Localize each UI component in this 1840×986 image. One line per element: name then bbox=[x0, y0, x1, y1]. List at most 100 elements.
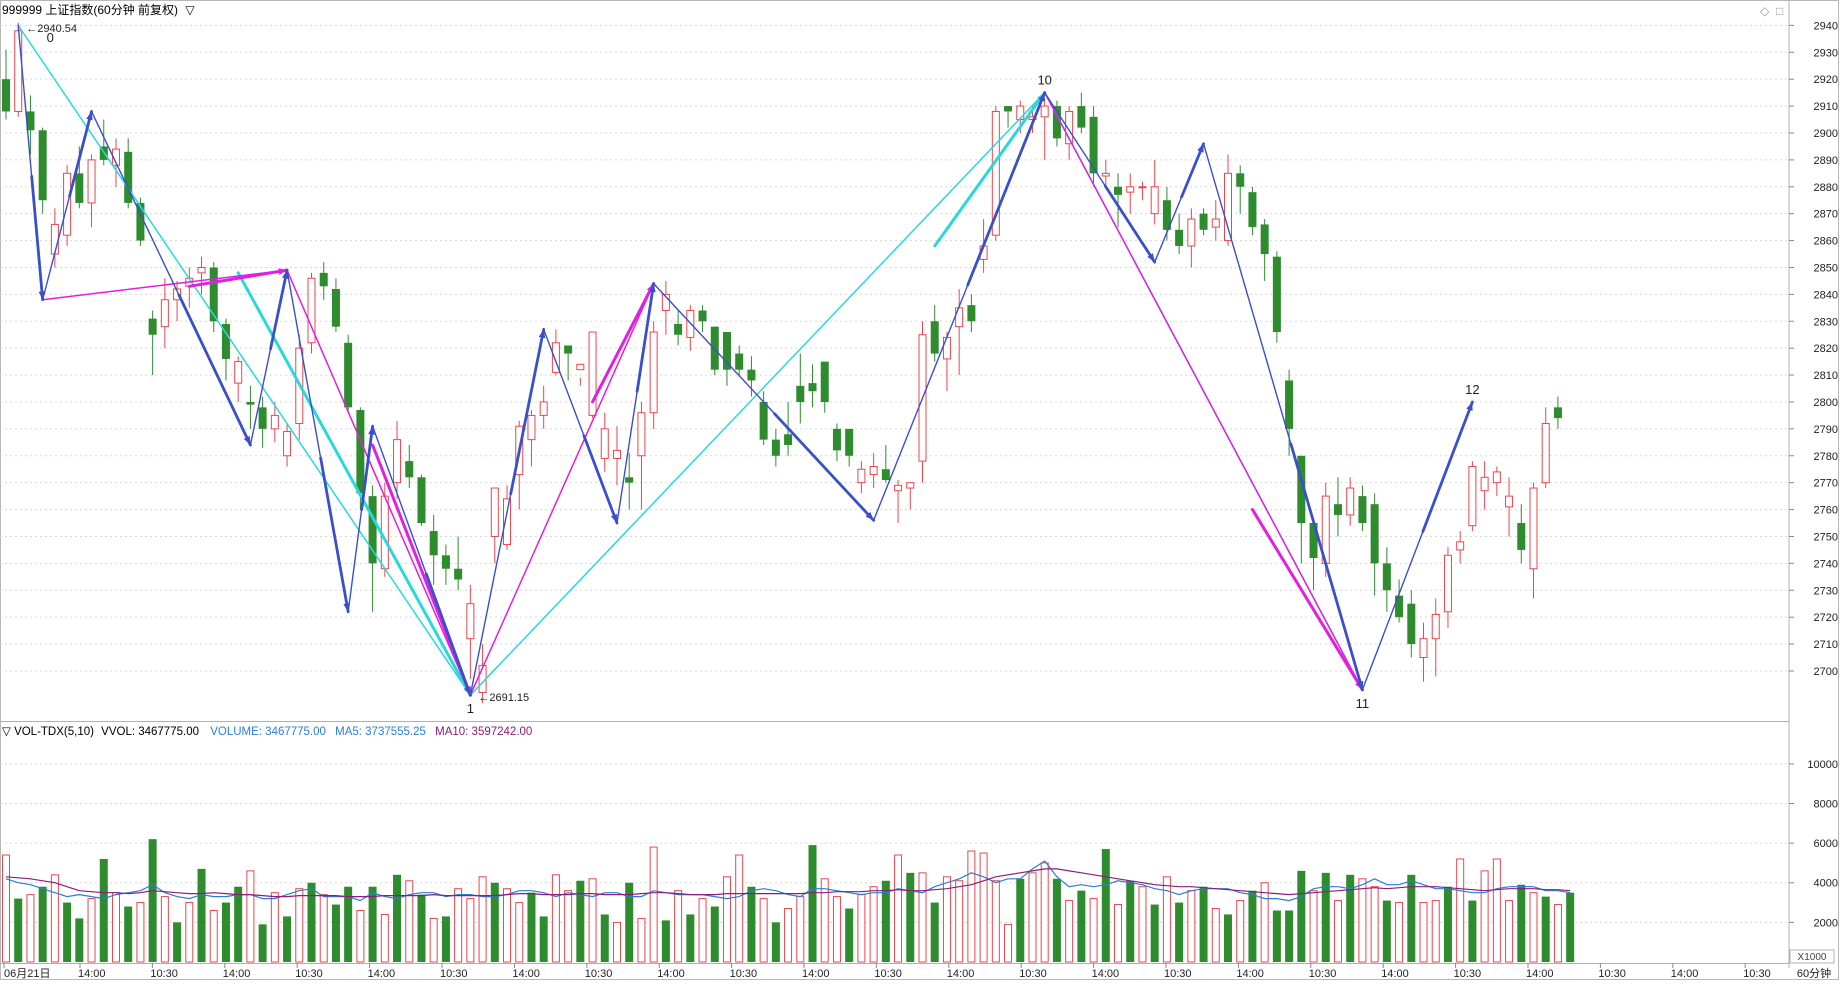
wave-segment bbox=[360, 424, 375, 512]
candle-up bbox=[1492, 466, 1501, 497]
volume-tick-label: 8000 bbox=[1814, 798, 1838, 810]
candle-down bbox=[808, 364, 817, 408]
vvol-value: VVOL: 3467775.00 bbox=[101, 726, 199, 738]
volume-bar-down bbox=[1297, 870, 1306, 962]
wave-segment bbox=[591, 282, 656, 404]
volume-bar-up bbox=[1260, 882, 1269, 963]
candle-body bbox=[1382, 563, 1391, 591]
candle-down bbox=[771, 428, 780, 467]
volume-bar-down bbox=[221, 902, 230, 962]
time-tick-label: 10:30 bbox=[440, 968, 468, 980]
price-axis: 2700 2710 2720 2730 2740 2750 2760 2770 2780 2790… bbox=[1789, 20, 1838, 678]
volume-bar-up bbox=[1431, 900, 1440, 963]
candle-up bbox=[503, 485, 512, 550]
volume-header[interactable]: ▽ VOL-TDX(5,10) VVOL: 3467775.00 VOLUME:… bbox=[2, 726, 532, 738]
candle-down bbox=[26, 95, 35, 155]
price-tick-label: 2890 bbox=[1814, 155, 1838, 167]
volume-bar-up bbox=[1089, 898, 1098, 963]
price-tick-label: 2930 bbox=[1814, 47, 1838, 59]
price-grid bbox=[0, 24, 1789, 672]
wave-segment bbox=[177, 293, 252, 447]
candle-down bbox=[1309, 520, 1318, 591]
candle-down bbox=[429, 514, 438, 585]
time-tick-label: 14:00 bbox=[368, 968, 396, 980]
candle-body bbox=[832, 428, 841, 451]
wave-arrowhead bbox=[1466, 401, 1473, 411]
volume-bar-down bbox=[1126, 880, 1135, 962]
chart-title[interactable]: 999999 上证指数(60分钟 前复权) ▽ bbox=[2, 2, 195, 17]
volume-axis: 2000 4000 6000 8000 10000 bbox=[1789, 759, 1838, 929]
candle-up bbox=[857, 461, 866, 494]
candle-body bbox=[1016, 105, 1025, 121]
candle-body bbox=[1419, 638, 1428, 659]
candle-body bbox=[87, 159, 96, 204]
price-tick-label: 2800 bbox=[1814, 397, 1838, 409]
volume-bar-down bbox=[1541, 896, 1550, 962]
wave-segment bbox=[424, 572, 472, 697]
volume-bar-up bbox=[564, 890, 573, 963]
candle-up bbox=[234, 356, 243, 402]
volume-bar-up bbox=[1370, 886, 1379, 963]
candle-body bbox=[1468, 466, 1477, 527]
candle-up bbox=[1468, 461, 1477, 532]
time-tick-label: 14:00 bbox=[1526, 968, 1554, 980]
candle-body bbox=[454, 568, 463, 580]
candle-body bbox=[1333, 504, 1342, 515]
volume-bar-down bbox=[1285, 910, 1294, 962]
wave-segment bbox=[41, 269, 288, 301]
candle-up bbox=[942, 332, 951, 392]
wave-segment bbox=[635, 282, 656, 393]
time-tick-label: 14:00 bbox=[1236, 968, 1264, 980]
candle-body bbox=[527, 414, 536, 441]
candle-up bbox=[1101, 159, 1110, 187]
candle-body bbox=[820, 361, 829, 402]
candle-down bbox=[1407, 590, 1416, 658]
volume-bar-up bbox=[1358, 878, 1367, 963]
candle-body bbox=[441, 555, 450, 569]
candle-body bbox=[649, 331, 658, 414]
wave-segment bbox=[1421, 400, 1474, 533]
volume-bar-down bbox=[1517, 884, 1526, 962]
candle-down bbox=[625, 453, 634, 510]
wave-arrowhead bbox=[464, 686, 471, 696]
candle-body bbox=[564, 345, 573, 354]
maximize-icon[interactable]: □ bbox=[1776, 4, 1784, 18]
volume-bar-up bbox=[246, 870, 255, 963]
time-tick-label: 14:00 bbox=[78, 968, 106, 980]
candle-body bbox=[503, 498, 512, 546]
candle-body bbox=[1309, 523, 1318, 558]
volume-bar-up bbox=[466, 898, 475, 963]
candle-body bbox=[75, 173, 84, 203]
candle-body bbox=[258, 407, 267, 429]
volume-bar-down bbox=[771, 922, 780, 962]
candle-down bbox=[1285, 369, 1294, 456]
restore-icon[interactable]: ◇ bbox=[1760, 4, 1770, 18]
title-dropdown-icon: ▽ bbox=[185, 3, 195, 17]
candle-up bbox=[160, 278, 169, 349]
wave-lines bbox=[17, 24, 1474, 697]
wave-segment bbox=[469, 91, 1046, 696]
candle-down bbox=[564, 345, 573, 381]
candle-body bbox=[1370, 504, 1379, 564]
candle-up bbox=[1505, 477, 1514, 537]
wave-segment bbox=[1103, 184, 1157, 264]
volume-bar-up bbox=[759, 898, 768, 963]
candle-down bbox=[710, 326, 719, 376]
candle-down bbox=[136, 197, 145, 246]
period-label[interactable]: 60分钟 bbox=[1797, 966, 1831, 980]
candle-down bbox=[1175, 213, 1184, 255]
volume-bar-up bbox=[832, 896, 841, 963]
volume-bar-up bbox=[503, 888, 512, 963]
candle-body bbox=[111, 148, 120, 166]
volume-bar-up bbox=[784, 908, 793, 963]
volume-bar-up bbox=[955, 880, 964, 963]
candle-body bbox=[1236, 173, 1245, 187]
time-tick-label: 10:30 bbox=[1598, 968, 1626, 980]
price-tick-label: 2830 bbox=[1814, 316, 1838, 328]
candle-down bbox=[1114, 173, 1123, 228]
candle-body bbox=[881, 469, 890, 480]
volume-bar-up bbox=[1114, 904, 1123, 963]
volume-bar-up bbox=[1187, 890, 1196, 963]
